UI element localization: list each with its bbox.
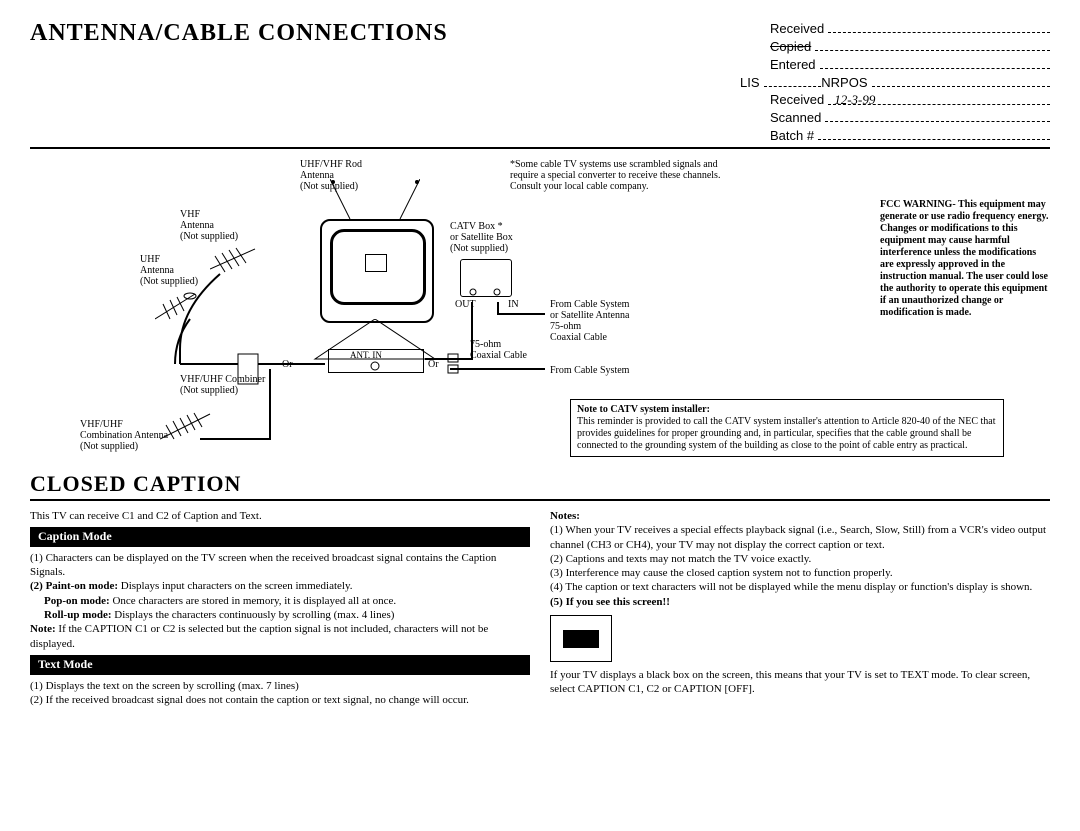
ant-in-label: ANT. IN (350, 351, 382, 361)
note-3: (3) Interference may cause the closed ca… (550, 566, 1050, 580)
connection-diagram: ANT. IN UHF/VHF Rod Antenna (Not supplie… (30, 159, 880, 459)
combo-antenna-label: VHF/UHF Combination Antenna (Not supplie… (80, 419, 168, 452)
black-box-icon (550, 615, 612, 662)
note-final: If your TV displays a black box on the s… (550, 668, 1050, 697)
note-1: (1) When your TV receives a special effe… (550, 523, 1050, 552)
cm-item-2a: (2) Paint-on mode: Displays input charac… (30, 579, 530, 593)
cc-intro: This TV can receive C1 and C2 of Caption… (30, 509, 530, 523)
stamp-block: Received Copied Entered LIS NRPOS Receiv… (770, 20, 1050, 145)
page-title: ANTENNA/CABLE CONNECTIONS (30, 20, 770, 47)
stamp-nrpos: NRPOS (821, 75, 867, 90)
tm-item-1: (1) Displays the text on the screen by s… (30, 679, 530, 693)
notes-header: Notes: (550, 510, 580, 522)
stamp-received-date: 12-3-99 (828, 92, 1050, 105)
stamp-received2: Received (770, 92, 824, 107)
left-column: This TV can receive C1 and C2 of Caption… (30, 509, 530, 707)
stamp-copied: Copied (770, 39, 811, 54)
cm-note: Note: If the CAPTION C1 or C2 is selecte… (30, 622, 530, 651)
caption-mode-header: Caption Mode (30, 527, 530, 547)
closed-caption-title: CLOSED CAPTION (30, 471, 1050, 497)
catv-box-label: CATV Box * or Satellite Box (Not supplie… (450, 221, 513, 254)
stamp-lis: LIS (740, 75, 760, 90)
cm-item-1: (1) Characters can be displayed on the T… (30, 551, 530, 580)
note-2: (2) Captions and texts may not match the… (550, 552, 1050, 566)
text-mode-header: Text Mode (30, 655, 530, 675)
stamp-scanned: Scanned (770, 110, 821, 125)
stamp-received: Received (770, 21, 824, 36)
cm-item-2b: Pop-on mode: Once characters are stored … (30, 594, 530, 608)
tm-item-2: (2) If the received broadcast signal doe… (30, 693, 530, 707)
right-column: Notes: (1) When your TV receives a speci… (550, 509, 1050, 707)
vhf-antenna-label: VHF Antenna (Not supplied) (180, 209, 238, 242)
stamp-batch: Batch # (770, 128, 814, 143)
cm-item-2c: Roll-up mode: Displays the characters co… (30, 608, 530, 622)
note-5: (5) If you see this screen!! (550, 596, 670, 608)
scramble-note: *Some cable TV systems use scrambled sig… (510, 159, 730, 192)
note-4: (4) The caption or text characters will … (550, 580, 1050, 594)
stamp-entered: Entered (770, 57, 816, 72)
